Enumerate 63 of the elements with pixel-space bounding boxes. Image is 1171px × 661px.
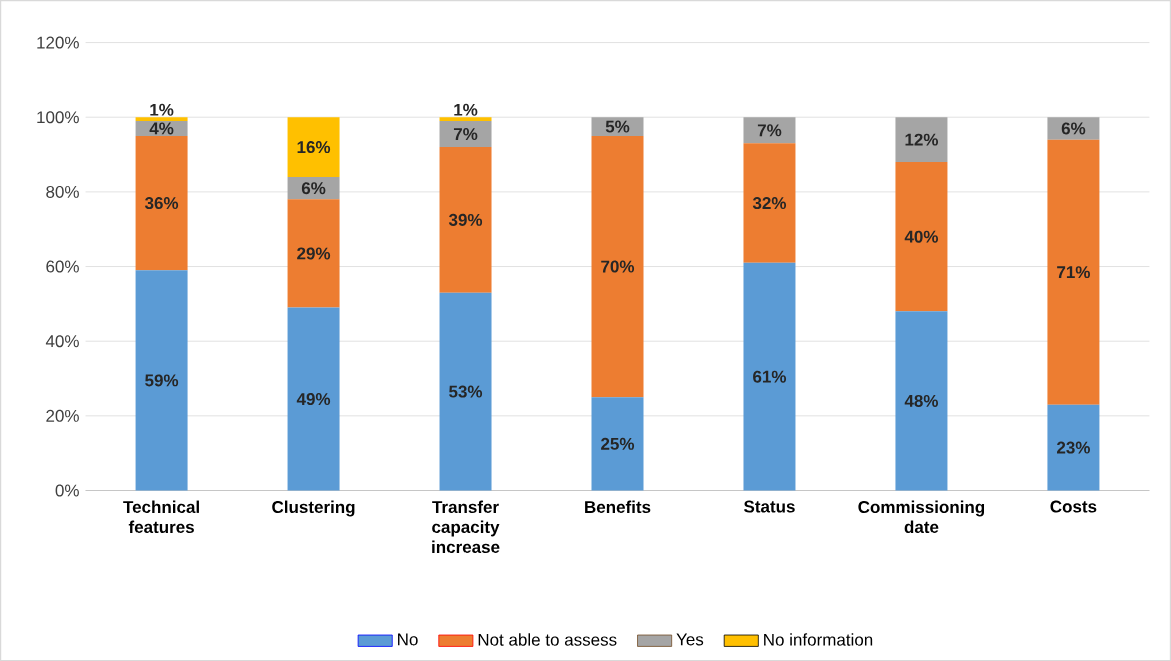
data-label: 23% (1057, 441, 1090, 454)
data-label: 70% (601, 260, 635, 273)
bar (743, 143, 796, 263)
bar (135, 270, 188, 491)
data-label: 12% (905, 133, 939, 146)
data-label: 61% (753, 370, 787, 383)
x-tick-label: Benefits (585, 500, 651, 514)
bar (287, 199, 340, 308)
data-label: 36% (144, 197, 179, 210)
legend-label: Yes (676, 633, 704, 646)
data-label: 39% (448, 213, 483, 226)
bar (135, 117, 188, 121)
bar (439, 292, 492, 491)
bar (287, 117, 340, 177)
data-label: 6% (301, 182, 326, 195)
x-tick-label: Clustering (272, 500, 355, 517)
x-tick-label: Transfer capacity increase (432, 500, 500, 554)
bar (1047, 404, 1100, 491)
bar (439, 117, 492, 121)
y-tick-label: 60% (46, 260, 79, 273)
bar (591, 135, 644, 398)
data-label: 53% (449, 385, 483, 398)
data-label: 71% (1057, 266, 1090, 279)
data-label: 4% (149, 122, 174, 135)
bar (1047, 139, 1100, 405)
data-label: 48% (904, 394, 939, 407)
bar (1047, 117, 1100, 140)
y-tick-label: 20% (46, 409, 79, 422)
bar (591, 397, 644, 491)
legend-label: Not able to assess (478, 633, 617, 646)
data-label: 59% (145, 374, 179, 387)
bar (895, 311, 948, 491)
bar (895, 161, 948, 312)
data-label: 32% (752, 197, 787, 210)
x-tick-label: Commissioning date (858, 500, 985, 534)
x-tick-label: Status (744, 500, 795, 513)
y-tick-label: 100% (37, 111, 79, 124)
bar (439, 147, 492, 293)
data-label: 7% (453, 128, 478, 140)
data-label: 16% (297, 141, 331, 154)
bar (287, 307, 340, 491)
data-label: 49% (296, 393, 331, 406)
data-label: 6% (1061, 122, 1086, 135)
data-label: 25% (601, 437, 635, 450)
legend-label: No (398, 633, 418, 646)
y-tick-label: 40% (45, 335, 79, 348)
data-label: 5% (605, 120, 630, 133)
data-label: 1% (150, 103, 174, 116)
bar (135, 135, 188, 271)
y-tick-label: 80% (46, 185, 79, 198)
bar (439, 120, 492, 148)
data-label: 7% (757, 124, 782, 137)
y-tick-label: 120% (37, 36, 79, 49)
x-tick-label: Costs (1050, 500, 1097, 513)
data-label: 40% (904, 230, 939, 243)
data-label: 29% (297, 247, 331, 260)
y-tick-label: 0% (55, 484, 79, 497)
bar (743, 262, 796, 491)
data-label: 1% (454, 103, 478, 116)
x-tick-label: Technical features (123, 500, 199, 534)
legend-label: No information (764, 633, 873, 646)
bar (743, 117, 796, 144)
bar (895, 117, 948, 162)
